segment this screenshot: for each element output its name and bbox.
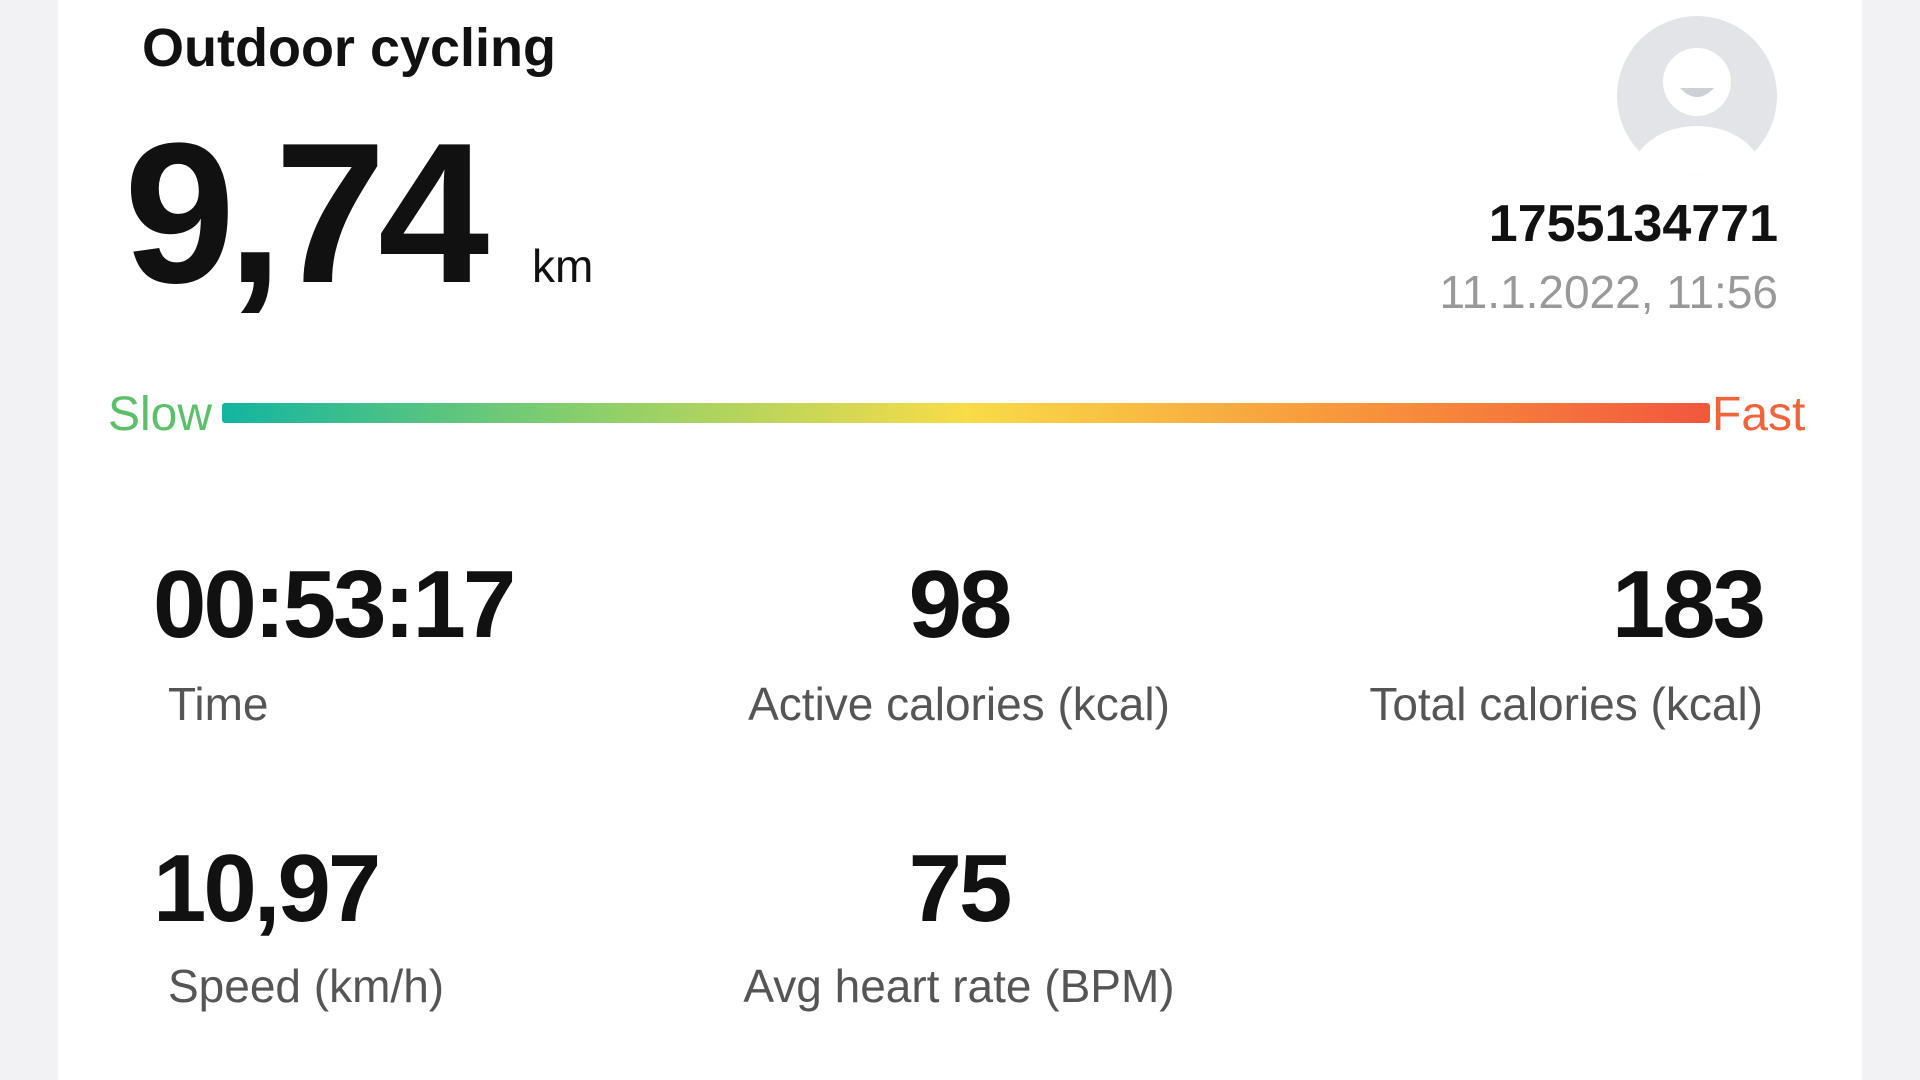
activity-title: Outdoor cycling xyxy=(142,18,556,78)
fast-label: Fast xyxy=(1712,388,1805,441)
stat-value: 10,97 xyxy=(153,835,378,942)
slow-label: Slow xyxy=(108,388,212,441)
speed-gradient-bar xyxy=(222,403,1710,423)
stat-value: 75 xyxy=(909,835,1010,942)
distance-unit: km xyxy=(532,240,593,292)
stat-label: Avg heart rate (BPM) xyxy=(743,960,1174,1012)
stats-grid: 00:53:17 Time 98 Active calories (kcal) 183 T… xyxy=(153,551,1766,1012)
stat-value: 183 xyxy=(1612,551,1763,658)
distance-value: 9,74 xyxy=(124,102,489,325)
stat-label: Time xyxy=(168,678,269,730)
date-time: 11.1.2022, 11:56 xyxy=(1440,266,1779,318)
stat-label: Speed (km/h) xyxy=(168,960,444,1012)
card xyxy=(58,0,1862,1080)
user-id: 1755134771 xyxy=(1489,195,1778,253)
stat-label: Active calories (kcal) xyxy=(748,678,1170,730)
stat-value: 00:53:17 xyxy=(153,551,513,658)
avatar xyxy=(1617,16,1777,176)
stat-label: Total calories (kcal) xyxy=(1369,678,1763,730)
stat-value: 98 xyxy=(909,551,1010,658)
